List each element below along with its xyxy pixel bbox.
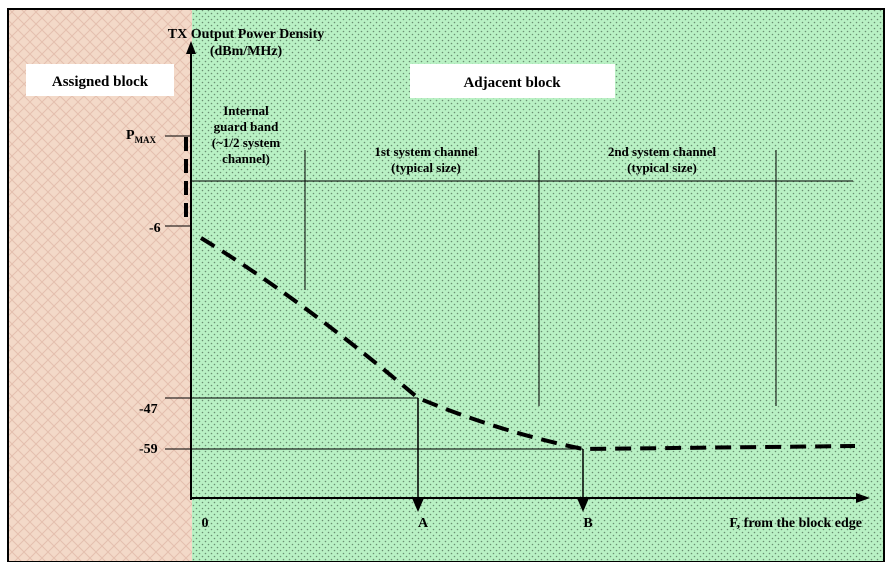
y-axis-arrow: [186, 41, 196, 54]
guard-band-label-1: Internal: [223, 103, 269, 118]
assigned-block-label: Assigned block: [52, 74, 149, 90]
y-axis-title-line1: TX Output Power Density: [168, 27, 324, 42]
channel2-label-2: (typical size): [627, 160, 697, 175]
assigned-block-area: [8, 9, 192, 562]
pmax-label-sub: MAX: [135, 135, 157, 145]
tick-label-minus47: -47: [139, 402, 158, 417]
x-origin-label: 0: [202, 516, 209, 531]
tick-label-minus59: -59: [139, 442, 158, 457]
x-axis-arrow: [856, 493, 870, 503]
pmax-label: PMAX: [126, 128, 157, 145]
x-axis-title: F, from the block edge: [729, 516, 862, 531]
pmax-label-main: P: [126, 128, 135, 143]
tick-label-minus6: -6: [149, 221, 161, 236]
guard-band-label-2: guard band: [214, 119, 279, 134]
adjacent-block-label-box: [410, 64, 615, 98]
channel1-label-2: (typical size): [391, 160, 461, 175]
channel1-label-1: 1st system channel: [374, 144, 478, 159]
guard-band-label-3: (~1/2 system: [212, 135, 281, 150]
x-label-b: B: [583, 516, 592, 531]
y-axis-title-line2: (dBm/MHz): [210, 44, 283, 59]
arrow-to-a-head: [412, 498, 424, 512]
channel2-label-1: 2nd system channel: [608, 144, 717, 159]
adjacent-block-label: Adjacent block: [463, 75, 561, 91]
arrow-to-b-head: [577, 498, 589, 512]
adjacent-block-area: [192, 9, 884, 562]
assigned-block-label-box: [26, 64, 174, 96]
frame-border: [7, 8, 885, 562]
guard-band-label-4: channel): [222, 151, 270, 166]
x-label-a: A: [418, 516, 429, 531]
